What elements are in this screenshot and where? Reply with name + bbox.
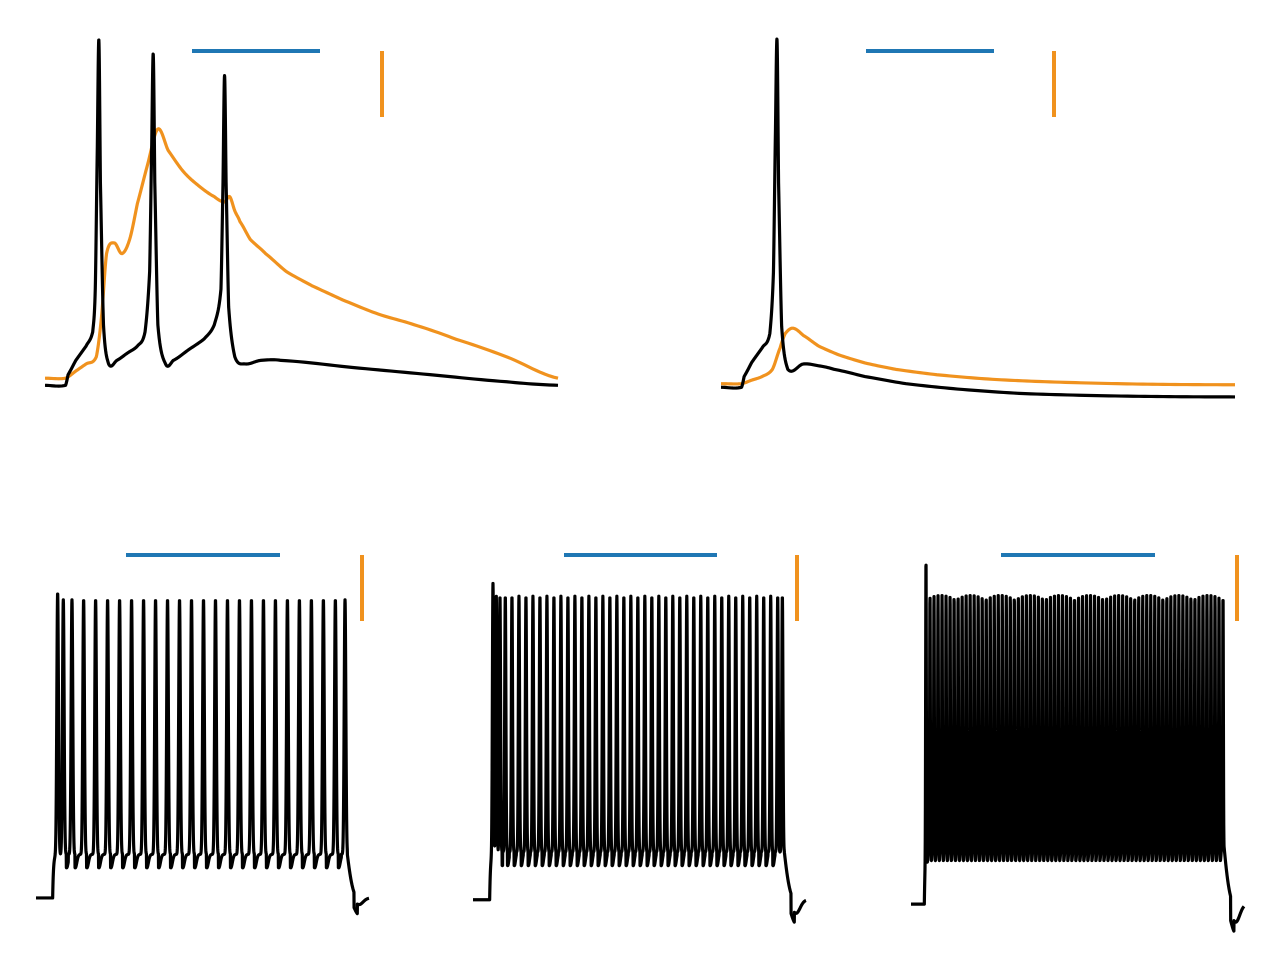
trace-voltage-single — [720, 37, 1236, 399]
trace-calcium-single — [720, 326, 1236, 387]
panel-train-mid — [471, 553, 808, 924]
trace-voltage-train-mid — [471, 581, 808, 924]
trace-voltage-train-high — [909, 563, 1246, 933]
panel-train-low — [34, 553, 371, 916]
panel-train-high — [909, 553, 1246, 933]
panel-single — [720, 37, 1236, 399]
trace-calcium-burst — [44, 127, 559, 381]
trace-voltage-burst — [44, 38, 559, 388]
trace-voltage-train-low — [34, 592, 371, 916]
panel-burst — [44, 38, 559, 388]
